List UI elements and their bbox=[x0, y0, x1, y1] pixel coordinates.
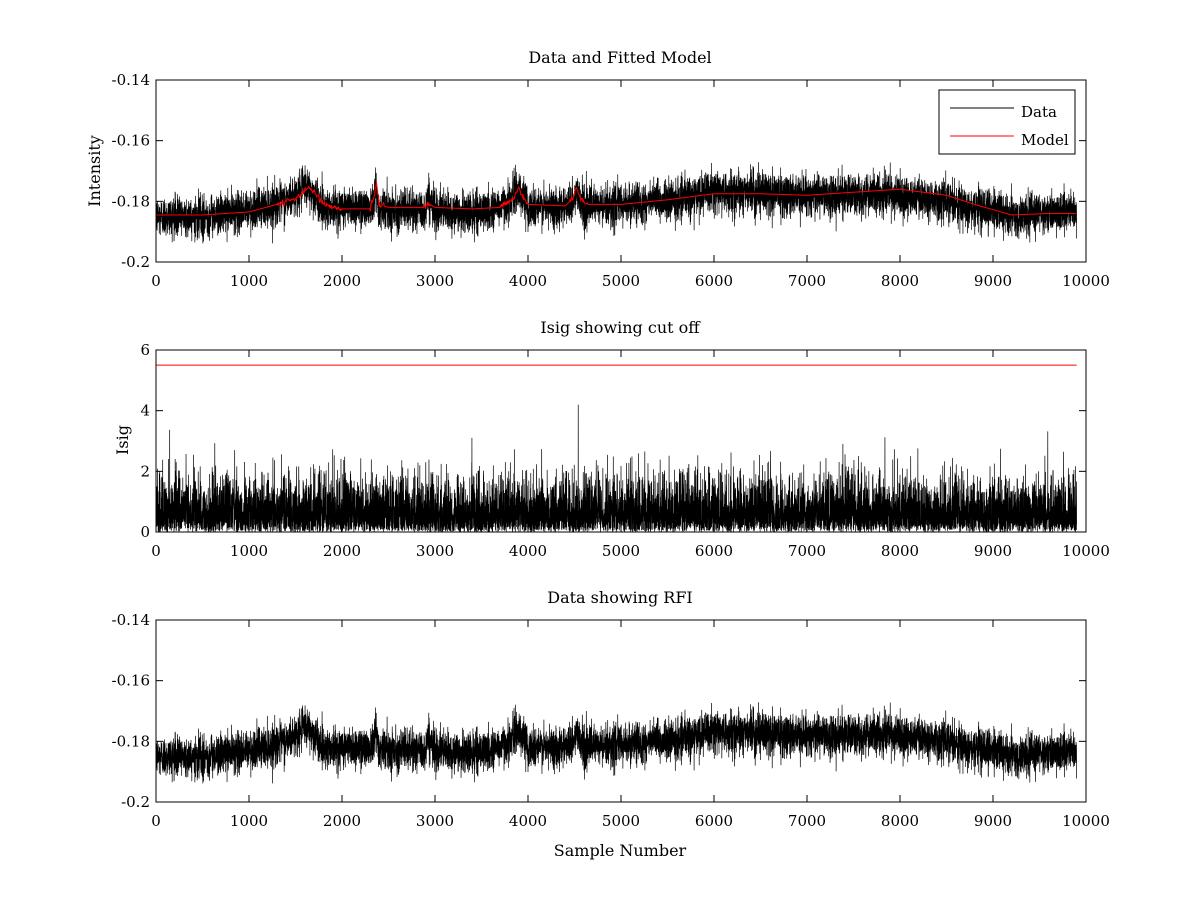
y-tick-label: -0.18 bbox=[112, 732, 150, 750]
isig-series-line bbox=[156, 404, 1077, 532]
x-tick-label: 4000 bbox=[509, 272, 547, 290]
y-tick-label: 6 bbox=[140, 341, 150, 359]
x-tick-label: 10000 bbox=[1062, 272, 1110, 290]
y-tick-label: -0.14 bbox=[112, 611, 150, 629]
y-tick-label: 2 bbox=[140, 462, 150, 480]
legend-model-label: Model bbox=[1021, 131, 1069, 149]
x-tick-label: 8000 bbox=[881, 542, 919, 560]
panel-3-ticks: 0 1000 2000 3000 4000 5000 6000 7000 8000 9000 100… bbox=[112, 611, 1110, 830]
panel-2-plot-area bbox=[156, 364, 1077, 532]
x-tick-label: 6000 bbox=[695, 542, 733, 560]
x-tick-label: 10000 bbox=[1062, 542, 1110, 560]
x-tick-label: 9000 bbox=[974, 272, 1012, 290]
panel-1-ticks: 0 1000 2000 3000 4000 5000 6000 7000 8000 9000 100… bbox=[112, 71, 1110, 290]
x-tick-label: 6000 bbox=[695, 812, 733, 830]
x-tick-label: 3000 bbox=[416, 542, 454, 560]
x-tick-label: 5000 bbox=[602, 812, 640, 830]
x-tick-label: 3000 bbox=[416, 272, 454, 290]
y-tick-label: -0.18 bbox=[112, 192, 150, 210]
x-tick-label: 7000 bbox=[788, 812, 826, 830]
panel-2-ylabel: Isig bbox=[113, 425, 132, 455]
y-tick-label: -0.2 bbox=[121, 793, 150, 811]
y-tick-label: -0.14 bbox=[112, 71, 150, 89]
x-tick-label: 1000 bbox=[230, 812, 268, 830]
x-tick-label: 5000 bbox=[602, 542, 640, 560]
x-tick-label: 0 bbox=[151, 272, 161, 290]
y-tick-label: 0 bbox=[140, 523, 150, 541]
x-tick-label: 0 bbox=[151, 812, 161, 830]
panel-1-legend: Data Model bbox=[938, 89, 1076, 155]
x-tick-label: 4000 bbox=[509, 812, 547, 830]
x-tick-label: 10000 bbox=[1062, 812, 1110, 830]
x-tick-label: 7000 bbox=[788, 542, 826, 560]
legend-box bbox=[938, 89, 1076, 155]
panel-3-xlabel: Sample Number bbox=[554, 841, 687, 860]
x-tick-label: 2000 bbox=[323, 812, 361, 830]
panel-2-ticks: 0 1000 2000 3000 4000 5000 6000 7000 8000 9000 100… bbox=[140, 341, 1109, 560]
x-tick-label: 4000 bbox=[509, 542, 547, 560]
panel-1-plot-area bbox=[156, 162, 1077, 244]
panel-2-title: Isig showing cut off bbox=[540, 318, 701, 337]
x-tick-label: 8000 bbox=[881, 272, 919, 290]
panel-1-title: Data and Fitted Model bbox=[528, 48, 711, 67]
data-series-line bbox=[156, 162, 1077, 244]
y-tick-label: -0.2 bbox=[121, 253, 150, 271]
x-tick-label: 1000 bbox=[230, 272, 268, 290]
x-tick-label: 9000 bbox=[974, 542, 1012, 560]
rfi-data-series-line bbox=[156, 702, 1077, 784]
x-tick-label: 0 bbox=[151, 542, 161, 560]
x-tick-label: 3000 bbox=[416, 812, 454, 830]
panel-3-plot-area bbox=[156, 702, 1077, 784]
panel-1-ylabel: Intensity bbox=[85, 135, 104, 207]
y-tick-label: -0.16 bbox=[112, 132, 150, 150]
panel-3-title: Data showing RFI bbox=[547, 588, 692, 607]
model-series-line bbox=[156, 181, 1077, 216]
x-tick-label: 2000 bbox=[323, 272, 361, 290]
x-tick-label: 9000 bbox=[974, 812, 1012, 830]
x-tick-label: 5000 bbox=[602, 272, 640, 290]
x-tick-label: 7000 bbox=[788, 272, 826, 290]
legend-data-label: Data bbox=[1021, 103, 1057, 121]
x-tick-label: 6000 bbox=[695, 272, 733, 290]
panel-data-and-model: Data and Fitted Model Intensity 0 1000 200… bbox=[85, 48, 1110, 290]
y-tick-label: 4 bbox=[140, 402, 150, 420]
panel-data-rfi: Data showing RFI 0 1000 2000 3000 4000 5000 60… bbox=[112, 588, 1110, 860]
x-tick-label: 1000 bbox=[230, 542, 268, 560]
x-tick-label: 8000 bbox=[881, 812, 919, 830]
x-tick-label: 2000 bbox=[323, 542, 361, 560]
y-tick-label: -0.16 bbox=[112, 672, 150, 690]
panel-isig: Isig showing cut off Isig 0 1000 2000 3000 4… bbox=[113, 318, 1110, 560]
